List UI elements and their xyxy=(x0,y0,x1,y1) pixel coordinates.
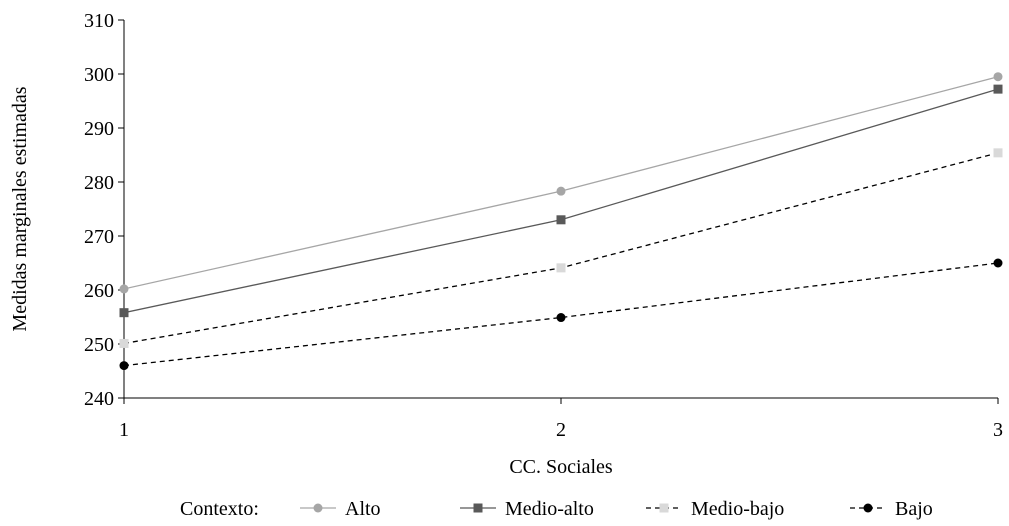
data-point xyxy=(556,186,566,196)
legend-label: Medio-bajo xyxy=(691,498,784,520)
data-point xyxy=(556,313,566,323)
legend-item: Bajo xyxy=(850,498,933,520)
data-point xyxy=(993,84,1003,94)
legend-item: Alto xyxy=(300,498,381,520)
legend-marker xyxy=(313,503,323,513)
legend-item: Medio-alto xyxy=(460,498,594,520)
y-tick-label: 300 xyxy=(84,64,114,86)
series-line xyxy=(123,76,999,290)
series-alto xyxy=(119,72,1003,294)
y-tick-label: 250 xyxy=(84,334,114,356)
x-tick-label: 3 xyxy=(993,419,1003,441)
x-tick-label: 2 xyxy=(556,419,566,441)
data-point xyxy=(119,308,129,318)
data-point xyxy=(119,284,129,294)
series-medio-alto xyxy=(119,84,1003,318)
legend-label: Alto xyxy=(345,498,381,520)
data-point xyxy=(556,263,566,273)
legend-label: Medio-alto xyxy=(505,498,594,520)
y-axis-title: Medidas marginales estimadas xyxy=(9,86,31,331)
legend-marker xyxy=(863,503,873,513)
x-axis-title: CC. Sociales xyxy=(509,456,613,478)
series-line xyxy=(123,262,999,367)
y-tick-label: 310 xyxy=(84,10,114,32)
legend: Contexto: Alto Medio-alto Medio-bajo Bajo xyxy=(180,498,933,520)
legend-title: Contexto: xyxy=(180,498,259,520)
legend-item: Medio-bajo xyxy=(646,498,784,520)
data-point xyxy=(993,72,1003,82)
data-point xyxy=(993,258,1003,268)
legend-marker xyxy=(659,503,669,513)
series-bajo xyxy=(119,258,1003,371)
data-point xyxy=(556,215,566,225)
series-layer xyxy=(119,72,1003,371)
legend-items: Alto Medio-alto Medio-bajo Bajo xyxy=(300,498,933,520)
x-tick-label: 1 xyxy=(119,419,129,441)
data-point xyxy=(119,361,129,371)
y-axis-ticks: 240 250 260 270 280 290 300 310 xyxy=(84,10,124,410)
data-point xyxy=(993,148,1003,158)
y-tick-label: 280 xyxy=(84,172,114,194)
data-point xyxy=(119,338,129,348)
x-axis-ticks: 1 2 3 xyxy=(119,398,1003,441)
plot-area: 240 250 260 270 280 290 300 310 1 2 3 xyxy=(84,10,1003,441)
series-medio-bajo xyxy=(119,148,1003,348)
y-tick-label: 290 xyxy=(84,118,114,140)
legend-label: Bajo xyxy=(895,498,933,520)
y-tick-label: 240 xyxy=(84,388,114,410)
legend-marker xyxy=(473,503,483,513)
y-tick-label: 270 xyxy=(84,226,114,248)
y-tick-label: 260 xyxy=(84,280,114,302)
